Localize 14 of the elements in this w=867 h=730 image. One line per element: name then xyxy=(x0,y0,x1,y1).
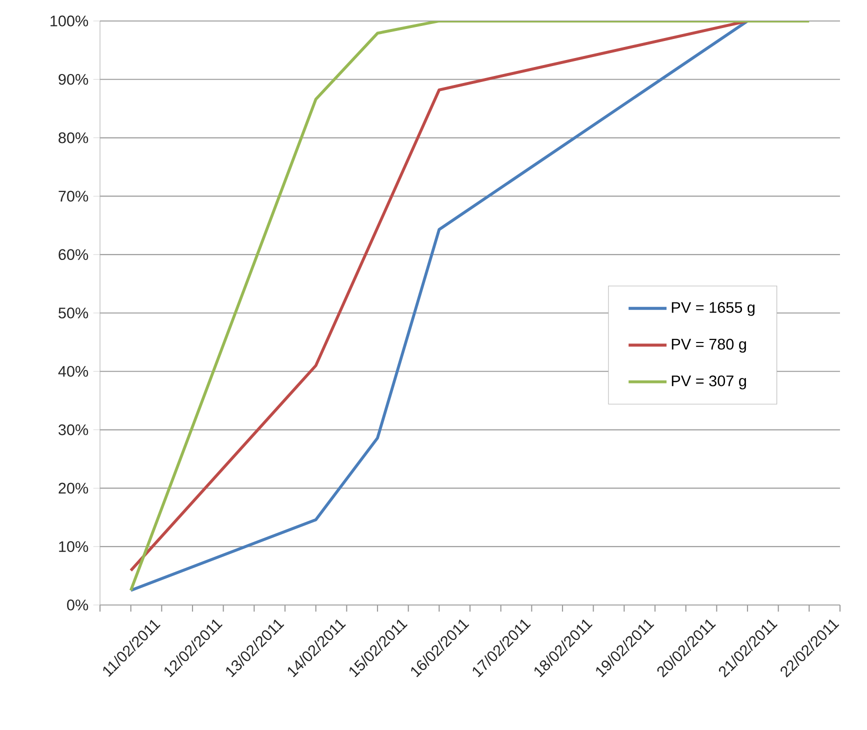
y-tick-label: 90% xyxy=(58,74,88,85)
y-tick-label: 20% xyxy=(58,482,88,494)
y-tick-label: 40% xyxy=(58,366,88,377)
y-tick-label: 60% xyxy=(58,249,88,260)
y-tick-label: 10% xyxy=(59,541,88,552)
y-tick-label: 0% xyxy=(67,600,88,610)
y-tick-label: 70% xyxy=(58,190,88,202)
y-tick-label: 100% xyxy=(50,16,88,26)
y-tick-label: 30% xyxy=(58,424,88,436)
y-tick-label: 80% xyxy=(58,132,88,144)
legend-label: PV = 1655 g xyxy=(672,302,754,316)
legend-label: PV = 307 g xyxy=(672,375,746,390)
legend-label: PV = 780 g xyxy=(672,338,746,353)
y-tick-label: 50% xyxy=(58,308,88,318)
